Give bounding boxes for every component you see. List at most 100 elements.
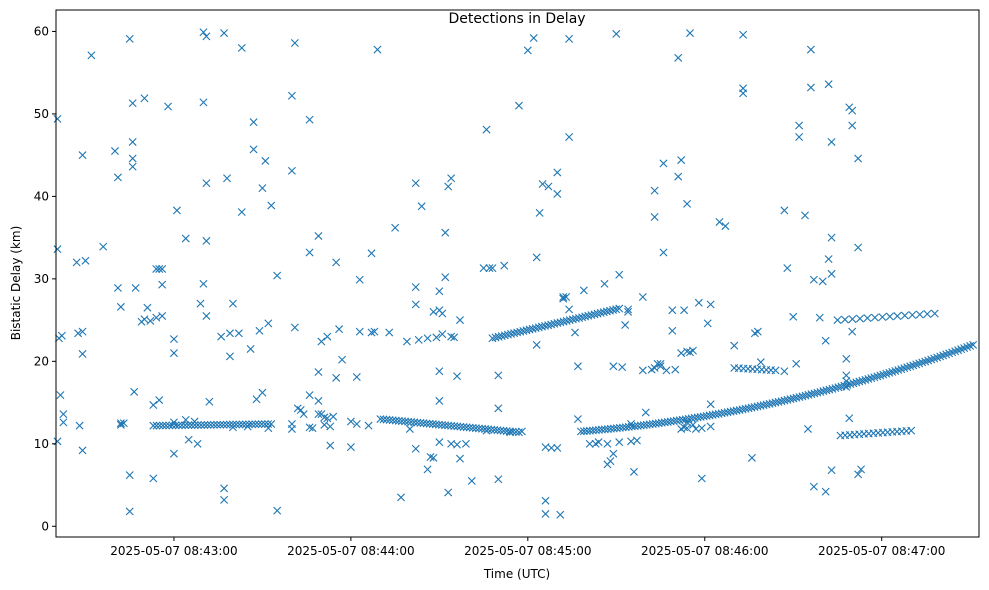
point-scattered xyxy=(753,327,762,336)
point-scattered xyxy=(287,166,296,175)
point-scattered xyxy=(488,264,497,273)
point-scattered xyxy=(143,303,152,312)
y-tick-label: 30 xyxy=(34,272,49,286)
point-scattered xyxy=(181,415,190,424)
point-track-23-to-26km xyxy=(491,333,500,342)
point-scattered xyxy=(818,277,827,286)
point-track-23-to-26km xyxy=(612,305,621,314)
point-track-23-to-26km xyxy=(544,321,553,330)
point-scattered xyxy=(821,336,830,345)
point-scattered xyxy=(806,45,815,54)
point-scattered xyxy=(411,283,420,292)
point-scattered xyxy=(352,373,361,381)
point-scattered xyxy=(579,286,588,295)
point-track-12km-early xyxy=(244,420,253,429)
point-scattered xyxy=(125,471,134,480)
point-track-12km-early xyxy=(203,420,212,429)
point-scattered xyxy=(202,311,211,320)
point-track-11-to-22km xyxy=(876,371,885,380)
point-scattered xyxy=(854,470,863,479)
point-scattered xyxy=(320,420,329,429)
chart-title: Detections in Delay xyxy=(448,11,585,27)
point-scattered xyxy=(367,249,376,258)
point-track-11-to-22km xyxy=(774,397,783,406)
point-scattered xyxy=(169,449,178,458)
point-scattered xyxy=(305,115,314,124)
point-track-11-to-22km xyxy=(813,388,822,397)
point-track-23-to-26km xyxy=(528,324,537,333)
point-track-23-to-26km xyxy=(500,331,509,340)
point-scattered xyxy=(683,424,692,433)
point-scattered xyxy=(565,133,574,141)
point-track-12km-early xyxy=(222,420,231,429)
point-scattered xyxy=(677,156,686,165)
point-scattered xyxy=(453,372,462,381)
point-track-11-to-22km xyxy=(804,390,813,399)
point-scattered xyxy=(355,275,364,284)
point-scattered xyxy=(435,367,444,376)
point-track-11-to-22km xyxy=(852,378,861,387)
point-scattered xyxy=(438,330,447,339)
point-scattered xyxy=(461,439,470,448)
point-scattered xyxy=(429,453,438,462)
point-track-11-to-22km xyxy=(882,369,891,378)
point-scattered xyxy=(287,420,296,429)
point-scattered xyxy=(184,435,193,444)
y-axis-label: Bistatic Delay (km) xyxy=(9,226,23,341)
point-scattered xyxy=(53,245,62,254)
point-scattered xyxy=(594,438,603,447)
point-track-12km-early xyxy=(184,421,193,430)
point-scattered xyxy=(541,509,550,518)
point-track-23-to-26km xyxy=(547,320,556,329)
point-track-23-to-26km xyxy=(593,309,602,318)
point-scattered xyxy=(809,482,818,491)
x-tick-label: 2025-05-07 08:44:00 xyxy=(287,544,414,558)
point-scattered xyxy=(423,465,432,474)
point-track-23-to-26km xyxy=(522,326,531,335)
point-scattered xyxy=(273,271,282,280)
point-scattered xyxy=(158,264,167,273)
point-track-23-to-26km xyxy=(562,316,571,325)
point-track-11-to-22km xyxy=(816,387,825,396)
point-track-11-to-22km xyxy=(792,393,801,402)
point-scattered xyxy=(158,311,167,320)
point-scattered xyxy=(391,223,400,232)
point-scattered xyxy=(795,121,804,130)
point-track-11-to-22km xyxy=(780,396,789,405)
point-scattered xyxy=(323,414,332,423)
point-track-11-to-22km xyxy=(795,393,804,402)
point-scattered xyxy=(780,206,789,215)
point-scattered xyxy=(677,349,686,358)
point-scattered xyxy=(485,264,494,273)
y-tick-label: 0 xyxy=(41,519,49,533)
point-track-12km-early xyxy=(219,420,228,429)
point-scattered xyxy=(81,256,90,265)
point-scattered xyxy=(128,99,137,108)
point-scattered xyxy=(603,439,612,448)
point-track-12km-early xyxy=(248,420,257,429)
point-track-11-to-22km xyxy=(798,392,807,401)
point-track-25km-late xyxy=(885,312,894,321)
x-tick-label: 2025-05-07 08:45:00 xyxy=(464,544,591,558)
point-track-11-to-22km xyxy=(858,376,867,385)
point-scattered xyxy=(128,154,137,163)
point-scattered xyxy=(220,29,229,38)
point-scattered xyxy=(842,382,851,391)
point-track-23-to-26km xyxy=(599,308,608,317)
point-track-12km-early xyxy=(267,420,276,429)
point-scattered xyxy=(326,422,335,431)
point-scattered xyxy=(258,388,267,397)
point-track-23-to-26km xyxy=(568,315,577,324)
point-scattered xyxy=(237,208,246,217)
point-scattered xyxy=(494,404,503,413)
point-scattered xyxy=(845,414,854,423)
point-track-11-to-22km xyxy=(855,377,864,386)
point-track-23-to-26km xyxy=(581,312,590,321)
point-track-23-to-26km xyxy=(541,321,549,330)
point-scattered xyxy=(629,467,638,476)
point-scattered xyxy=(824,80,833,89)
point-scattered xyxy=(332,373,341,382)
point-scattered xyxy=(821,487,830,496)
point-track-12km-early xyxy=(200,420,209,429)
